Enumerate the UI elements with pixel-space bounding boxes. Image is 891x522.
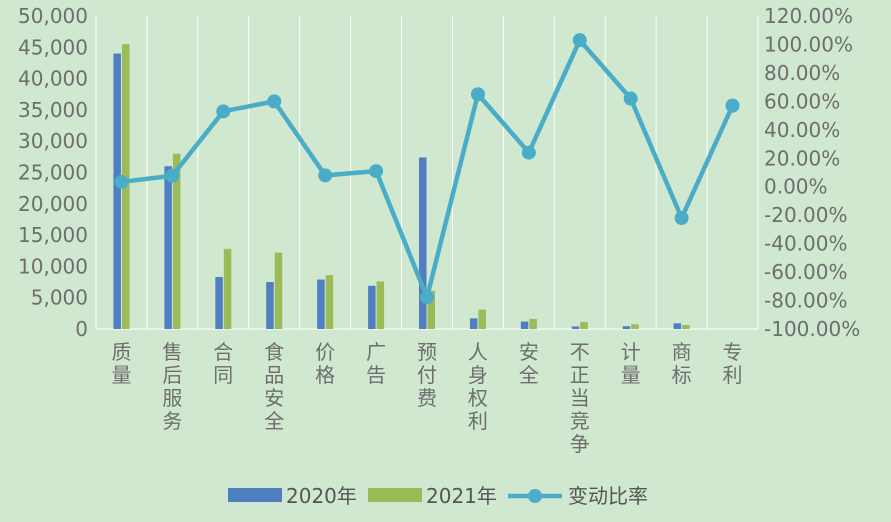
bar-2021 <box>427 290 435 329</box>
legend-label: 2020年 <box>286 484 357 508</box>
ratio-line <box>114 33 740 305</box>
legend-swatch-2020 <box>228 488 282 502</box>
ratio-point <box>674 211 689 226</box>
left-axis-tick-label: 5,000 <box>31 286 88 310</box>
left-axis-tick-label: 25,000 <box>18 161 88 185</box>
bar-2020 <box>317 279 325 329</box>
right-axis-tick-label: -60.00% <box>764 260 847 284</box>
category-label: 专利 <box>723 340 743 387</box>
bar-2020 <box>469 318 478 329</box>
ratio-point <box>318 168 333 183</box>
category-label: 预付费 <box>417 340 437 410</box>
bar-2021 <box>478 309 486 329</box>
right-axis-tick-label: 120.00% <box>764 4 853 28</box>
ratio-point <box>420 290 434 305</box>
category-label: 食品安全 <box>264 340 284 433</box>
ratio-point <box>369 164 384 179</box>
left-axis-tick-label: 20,000 <box>18 192 88 216</box>
bar-2020 <box>622 326 631 329</box>
ratio-point <box>114 174 129 189</box>
category-label: 安全 <box>519 340 539 387</box>
bar-2020 <box>673 323 682 329</box>
category-label: 价格 <box>315 340 335 387</box>
legend-swatch-marker <box>528 489 542 503</box>
right-axis-tick-label: -80.00% <box>764 289 847 313</box>
bar-2020 <box>215 277 223 329</box>
legend: 2020年 2021年 变动比率 <box>228 484 648 508</box>
ratio-point <box>267 94 282 109</box>
left-axis-tick-label: 10,000 <box>18 254 88 278</box>
bar-2021 <box>529 318 537 329</box>
category-label: 不正当竞争 <box>570 340 590 456</box>
bar-2021 <box>376 281 385 329</box>
right-axis-tick-label: -40.00% <box>764 232 847 256</box>
right-axis-tick-label: 0.00% <box>764 175 828 199</box>
category-label: 计量 <box>621 340 641 387</box>
left-axis-tick-label: 15,000 <box>18 223 88 247</box>
bar-2020 <box>571 326 580 329</box>
bar-2020 <box>164 166 172 329</box>
left-axis-tick-label: 0 <box>75 317 88 341</box>
bar-2021 <box>223 248 232 329</box>
right-axis-tick-label: 100.00% <box>764 32 853 56</box>
ratio-point <box>470 87 485 102</box>
bar-2021 <box>172 153 181 329</box>
legend-label: 2021年 <box>426 484 497 508</box>
right-axis-tick-label: -20.00% <box>764 203 847 227</box>
category-label: 售后服务 <box>162 340 182 433</box>
bar-2021 <box>274 252 283 329</box>
left-axis-tick-label: 40,000 <box>18 67 88 91</box>
bar-2020 <box>368 285 376 329</box>
category-label: 合同 <box>213 340 233 387</box>
bar-2020 <box>113 53 121 330</box>
right-axis-tick-label: 40.00% <box>764 118 840 142</box>
category-label: 广告 <box>366 340 386 387</box>
right-axis-tick-label: -100.00% <box>764 317 860 341</box>
left-axis-tick-label: 35,000 <box>18 98 88 122</box>
legend-label: 变动比率 <box>568 484 648 508</box>
left-axis-tick-label: 45,000 <box>18 35 88 59</box>
ratio-point <box>165 168 180 183</box>
category-label: 人身权利 <box>468 340 488 433</box>
bar-2021 <box>631 324 639 329</box>
left-axis-tick-label: 30,000 <box>18 129 88 153</box>
ratio-point <box>521 145 536 160</box>
bar-2020 <box>419 157 427 329</box>
bar-2020 <box>266 282 274 329</box>
right-axis-tick-label: 80.00% <box>764 61 840 85</box>
left-axis-tick-label: 50,000 <box>18 4 88 28</box>
ratio-point <box>623 91 638 106</box>
right-axis-tick-label: 60.00% <box>764 89 840 113</box>
ratio-point <box>216 104 231 119</box>
bar-2020 <box>520 321 529 329</box>
right-axis-tick-label: 20.00% <box>764 146 840 170</box>
bar-2021 <box>580 322 588 329</box>
ratio-point <box>572 33 587 48</box>
category-label: 质量 <box>111 340 131 387</box>
bar-2021 <box>682 324 690 329</box>
bar-2021 <box>325 275 334 329</box>
legend-swatch-2021 <box>368 488 422 502</box>
ratio-point <box>725 98 740 113</box>
category-label: 商标 <box>672 340 692 387</box>
axes: 0 5,000 10,000 15,000 20,000 25,000 30,000 35,0… <box>18 4 860 456</box>
